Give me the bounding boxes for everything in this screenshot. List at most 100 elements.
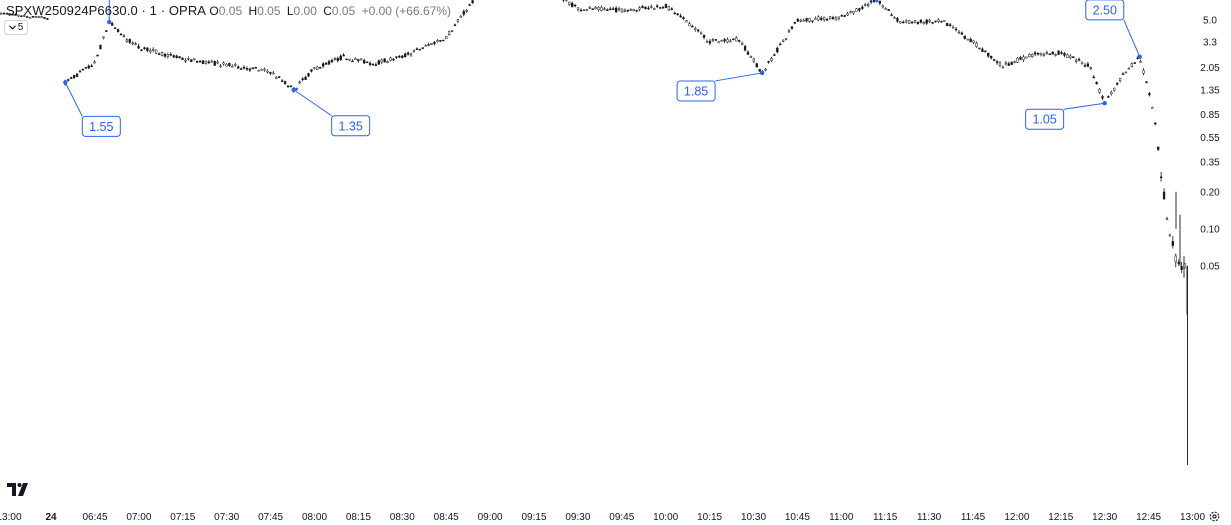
price-annotation[interactable]: 1.85 bbox=[676, 70, 765, 102]
candle-body bbox=[978, 47, 981, 50]
candle-body bbox=[424, 44, 427, 47]
price-annotation[interactable]: 1.55 bbox=[63, 80, 121, 137]
candle-body bbox=[776, 47, 779, 53]
candle-body bbox=[568, 1, 571, 5]
candle-body bbox=[157, 53, 161, 55]
candle-body bbox=[257, 69, 260, 72]
candle-body bbox=[102, 36, 105, 39]
price-tick-label: 3.3 bbox=[1203, 38, 1217, 49]
candle-body bbox=[638, 7, 641, 10]
candle-body bbox=[667, 6, 671, 11]
time-tick-label: 09:30 bbox=[565, 512, 590, 523]
candle-body bbox=[632, 8, 635, 12]
candle-body bbox=[67, 79, 70, 81]
candle-body bbox=[925, 19, 928, 24]
candle-body bbox=[310, 69, 313, 72]
candle-body bbox=[705, 41, 709, 43]
candle-body bbox=[216, 61, 219, 64]
time-tick-label: 10:00 bbox=[653, 512, 678, 523]
time-tick-label: 12:30 bbox=[1092, 512, 1117, 523]
candle-body bbox=[1028, 54, 1031, 58]
candle-body bbox=[327, 61, 331, 65]
candle-body bbox=[1180, 266, 1183, 270]
candle-body bbox=[990, 55, 993, 59]
candle-body bbox=[740, 42, 744, 46]
candle-body bbox=[1154, 122, 1157, 125]
candle-body bbox=[735, 37, 738, 42]
annotation-leader bbox=[715, 72, 763, 82]
candle-body bbox=[1095, 81, 1098, 85]
candle-body bbox=[975, 42, 978, 47]
candle-body bbox=[837, 16, 840, 19]
annotation-box bbox=[1025, 108, 1065, 130]
annotation-point bbox=[1102, 100, 1107, 106]
candle-body bbox=[943, 20, 946, 22]
candle-body bbox=[899, 21, 902, 24]
price-annotation[interactable]: 7.3 bbox=[874, 0, 932, 2]
candle-body bbox=[664, 3, 668, 8]
high-value: 0.05 bbox=[257, 4, 281, 18]
candle-body bbox=[951, 26, 955, 29]
candle-body bbox=[263, 68, 266, 71]
annotation-label: 1.85 bbox=[684, 84, 708, 98]
annotation-label: 1.55 bbox=[89, 120, 113, 134]
tradingview-logo-icon[interactable] bbox=[7, 483, 31, 496]
candle-body bbox=[626, 9, 630, 12]
candle-body bbox=[389, 57, 392, 61]
candle-body bbox=[890, 14, 893, 17]
candle-body bbox=[831, 17, 835, 20]
price-tick-label: 0.35 bbox=[1200, 157, 1220, 168]
candle-body bbox=[708, 40, 712, 44]
candle-body bbox=[1031, 54, 1034, 57]
candle-body bbox=[23, 15, 26, 17]
annotation-leader bbox=[64, 82, 83, 117]
price-annotation[interactable]: 1.35 bbox=[291, 87, 371, 137]
time-tick-label: 12:45 bbox=[1136, 512, 1161, 523]
candle-body bbox=[450, 30, 454, 32]
candle-body bbox=[298, 81, 301, 84]
candle-body bbox=[295, 87, 298, 90]
candle-body bbox=[128, 38, 131, 43]
symbol-title[interactable]: SPXW250924P6630.0 · 1 · OPRA bbox=[6, 3, 207, 18]
candle-body bbox=[122, 35, 126, 38]
time-tick-label: 10:45 bbox=[785, 512, 810, 523]
candle-body bbox=[333, 58, 337, 60]
candle-body bbox=[1145, 81, 1148, 84]
candle-body bbox=[1025, 56, 1028, 59]
candle-body bbox=[635, 9, 638, 12]
candle-body bbox=[105, 30, 108, 32]
candle-body bbox=[1107, 96, 1110, 98]
price-axis[interactable]: 20.013.08.05.03.32.051.350.850.550.350.2… bbox=[1200, 0, 1220, 272]
candle-body bbox=[907, 20, 911, 24]
candle-body bbox=[656, 5, 659, 8]
candle-body bbox=[834, 17, 838, 21]
candle-body bbox=[453, 24, 457, 26]
candle-body bbox=[588, 7, 591, 9]
price-annotation[interactable]: 2.50 bbox=[1085, 0, 1142, 60]
price-annotation[interactable]: 4.8 bbox=[107, 0, 139, 25]
candle-body bbox=[1039, 52, 1043, 56]
candle-body bbox=[175, 55, 178, 59]
time-tick-label: 10:30 bbox=[741, 512, 766, 523]
candle-body bbox=[96, 54, 99, 57]
indicators-collapse-button[interactable]: 5 bbox=[4, 20, 28, 35]
candle-body bbox=[852, 10, 855, 14]
symbol-legend: SPXW250924P6630.0 · 1 · OPRA O0.05 H0.05… bbox=[6, 3, 451, 18]
candle-body bbox=[398, 55, 401, 58]
candle-body bbox=[922, 22, 925, 24]
candle-body bbox=[1162, 191, 1166, 200]
candle-body bbox=[573, 4, 577, 7]
chevron-down-icon bbox=[8, 25, 16, 30]
annotation-point bbox=[107, 19, 112, 25]
price-annotation[interactable]: 1.05 bbox=[1025, 100, 1107, 130]
candle-body bbox=[717, 41, 720, 44]
candle-body bbox=[992, 59, 996, 61]
gear-icon[interactable] bbox=[1208, 510, 1221, 523]
candle-body bbox=[278, 76, 281, 78]
candle-body bbox=[404, 53, 407, 58]
time-tick-label: 13:00 bbox=[0, 512, 22, 523]
time-axis[interactable]: 13:00 24 06:45 07:00 07:15 07:30 07:45 08:00 08:… bbox=[0, 512, 1205, 523]
candle-body bbox=[321, 63, 325, 67]
candle-body bbox=[11, 13, 14, 16]
